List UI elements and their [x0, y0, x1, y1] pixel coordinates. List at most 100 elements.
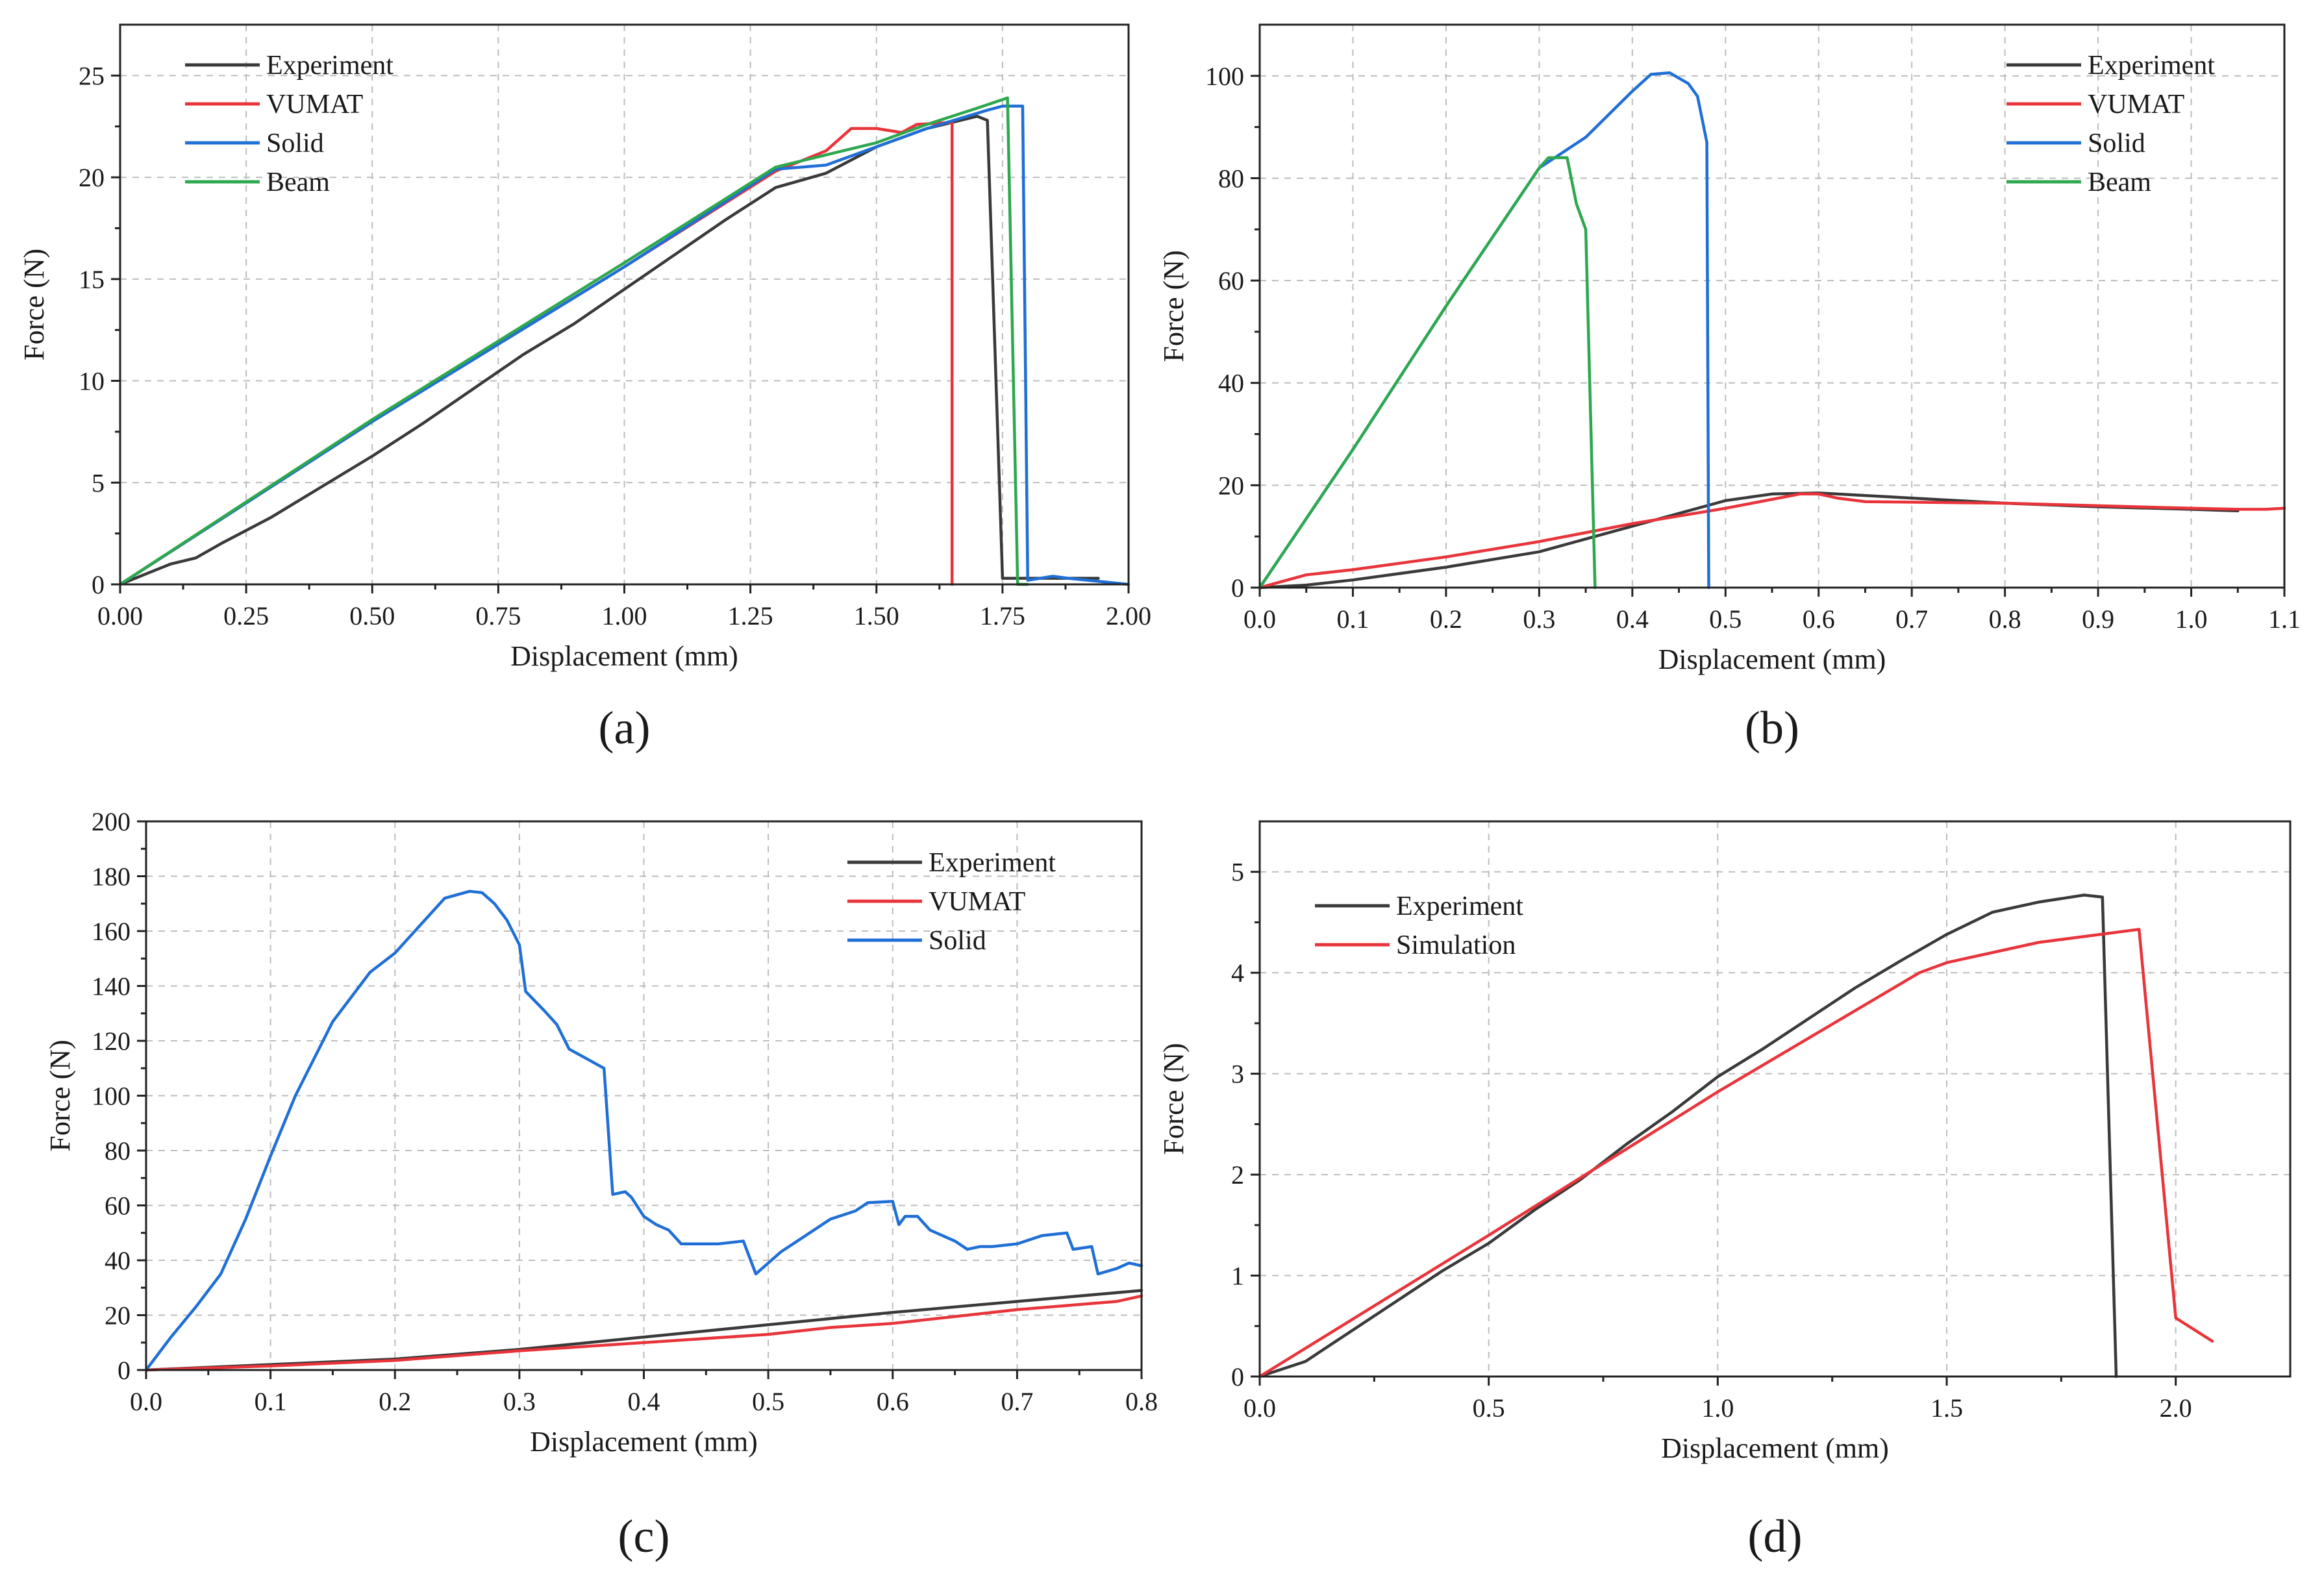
y-tick-label: 200: [92, 807, 131, 836]
x-tick-label: 1.25: [728, 601, 773, 630]
y-axis: 0 5 10 15 20 25: [79, 61, 120, 599]
legend: Experiment VUMAT Solid Beam: [185, 51, 394, 197]
x-tick-label: 0.0: [1243, 1393, 1276, 1423]
x-tick-label: 0.5: [1709, 604, 1742, 634]
x-axis-title: Displacement (mm): [510, 640, 738, 672]
x-tick-label: 1.0: [1701, 1393, 1734, 1423]
legend-label: Beam: [2088, 168, 2151, 197]
x-tick-label: 0.5: [1473, 1393, 1505, 1423]
series-line-experiment: [1258, 893, 2118, 1378]
legend-label: Solid: [929, 926, 986, 956]
y-tick-label: 100: [92, 1082, 131, 1111]
y-tick-label: 40: [1218, 369, 1244, 398]
x-axis: 0.0 0.5 1.0 1.5 2.0: [1243, 1377, 2192, 1423]
x-tick-label: 2.00: [1106, 601, 1151, 630]
y-tick-label: 15: [79, 265, 105, 294]
series-line-beam: [118, 96, 1029, 586]
x-tick-label: 1.50: [854, 601, 899, 630]
y-tick-label: 180: [92, 862, 131, 891]
y-tick-label: 80: [1218, 164, 1244, 193]
x-tick-label: 0.75: [475, 601, 521, 630]
legend-label: Experiment: [2088, 51, 2215, 81]
y-tick-label: 4: [1231, 958, 1244, 988]
x-tick-label: 0.3: [1523, 604, 1555, 634]
series-line-vumat: [118, 121, 954, 586]
series-line-solid: [1258, 71, 1710, 590]
x-tick-label: 1.00: [602, 601, 647, 630]
y-tick-label: 60: [1218, 266, 1244, 295]
y-tick-label: 60: [105, 1191, 131, 1221]
y-axis-title: Force (N): [18, 249, 50, 360]
legend-label: Beam: [266, 168, 330, 197]
panel-caption: (d): [1748, 1510, 1803, 1562]
y-tick-label: 0: [118, 1356, 131, 1385]
legend-label: VUMAT: [2088, 90, 2184, 119]
y-axis-title: Force (N): [1158, 250, 1190, 362]
y-tick-label: 1: [1231, 1262, 1244, 1291]
legend-label: Simulation: [1396, 930, 1516, 960]
y-tick-label: 20: [1218, 471, 1244, 500]
y-tick-label: 5: [1231, 858, 1244, 887]
x-tick-label: 2.0: [2160, 1393, 2192, 1423]
x-axis: 0.00 0.25 0.50 0.75 1.00 1.25 1.50 1.75 2.00: [97, 584, 1151, 630]
legend: Experiment VUMAT Solid: [847, 848, 1056, 956]
legend-label: Experiment: [1396, 891, 1523, 921]
x-tick-label: 0.7: [1001, 1387, 1033, 1416]
x-tick-label: 0.0: [130, 1387, 162, 1416]
x-tick-label: 1.0: [2175, 604, 2208, 634]
series-line-vumat: [144, 1294, 1143, 1372]
y-axis-title: Force (N): [1158, 1043, 1190, 1154]
chart-panel-d: 0.0 0.5 1.0 1.5 2.0 0 1 2 3 4 5 Displacement (mm) Fo…: [1158, 820, 2292, 1562]
y-tick-label: 20: [105, 1301, 131, 1330]
series-line-experiment: [118, 114, 1100, 586]
series-line-simulation: [1258, 928, 2214, 1378]
legend-label: VUMAT: [266, 90, 363, 119]
gridlines: [1260, 821, 2290, 1377]
y-tick-label: 120: [92, 1027, 131, 1056]
series-line-solid: [118, 105, 1131, 586]
x-tick-label: 0.1: [1336, 604, 1369, 634]
x-tick-label: 0.5: [752, 1387, 784, 1416]
panel-caption: (b): [1745, 702, 1799, 754]
y-axis-title: Force (N): [44, 1040, 76, 1151]
x-tick-label: 0.0: [1243, 604, 1276, 634]
x-tick-label: 0.25: [223, 601, 269, 630]
y-tick-label: 0: [1231, 573, 1244, 603]
x-axis-title: Displacement (mm): [1661, 1432, 1889, 1464]
legend-label: Solid: [2088, 129, 2145, 158]
y-axis: 0 20 40 60 80 100: [1205, 62, 1260, 603]
x-axis-title: Displacement (mm): [1658, 643, 1886, 675]
y-tick-label: 160: [92, 917, 131, 946]
x-tick-label: 0.7: [1895, 604, 1928, 634]
series-line-beam: [1258, 156, 1597, 590]
chart-panel-a: 0.00 0.25 0.50 0.75 1.00 1.25 1.50 1.75 2.00 0 5 10…: [18, 23, 1151, 754]
legend: Experiment Simulation: [1315, 891, 1523, 960]
y-tick-label: 100: [1205, 62, 1244, 91]
y-tick-label: 10: [79, 367, 105, 396]
y-tick-label: 80: [105, 1136, 131, 1165]
chart-panel-c: 0.0 0.1 0.2 0.3 0.4 0.5 0.6 0.7 0.8 0 20 40 60 80 100 1…: [44, 807, 1158, 1562]
x-axis: 0.0 0.1 0.2 0.3 0.4 0.5 0.6 0.7 0.8: [130, 1370, 1158, 1416]
y-tick-label: 20: [79, 163, 105, 192]
x-tick-label: 0.3: [503, 1387, 536, 1416]
chart-panel-b: 0.0 0.1 0.2 0.3 0.4 0.5 0.6 0.7 0.8 0.9 1.0 1.1 0 20 4…: [1158, 23, 2301, 754]
legend: Experiment VUMAT Solid Beam: [2006, 51, 2215, 197]
x-tick-label: 0.00: [97, 601, 143, 630]
x-tick-label: 0.2: [379, 1387, 411, 1416]
x-tick-label: 0.8: [1125, 1387, 1158, 1416]
y-tick-label: 0: [1231, 1362, 1244, 1391]
legend-label: VUMAT: [929, 887, 1025, 917]
y-tick-label: 40: [105, 1246, 131, 1275]
plot-frame: [1258, 820, 2292, 1378]
y-tick-label: 25: [79, 61, 105, 90]
x-tick-label: 0.8: [1989, 604, 2021, 634]
x-tick-label: 0.50: [349, 601, 395, 630]
y-tick-label: 5: [92, 468, 105, 497]
panel-caption: (c): [618, 1510, 670, 1562]
x-tick-label: 0.2: [1430, 604, 1462, 634]
series-line-experiment: [1258, 491, 2240, 590]
legend-label: Experiment: [266, 51, 394, 81]
y-tick-label: 3: [1231, 1060, 1244, 1089]
x-tick-label: 0.6: [877, 1387, 909, 1416]
